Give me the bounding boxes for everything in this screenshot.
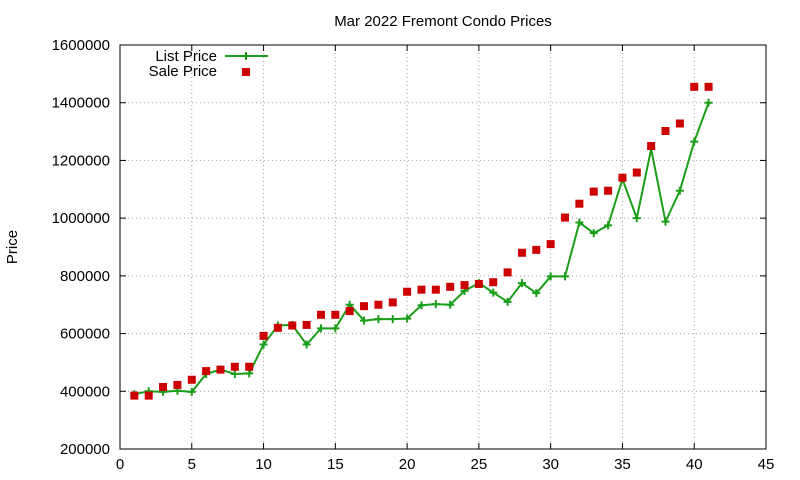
- legend-marker-list-price: [242, 52, 250, 60]
- data-point-sale-price: [216, 365, 225, 374]
- x-tick-label: 10: [255, 456, 272, 473]
- data-point-sale-price: [460, 281, 469, 290]
- data-point-sale-price: [130, 391, 139, 400]
- data-point-sale-price: [259, 331, 268, 340]
- data-point-sale-price: [273, 323, 282, 332]
- data-point-sale-price: [403, 287, 412, 296]
- y-tick-label: 400000: [60, 383, 110, 400]
- legend-label-sale-price: Sale Price: [149, 63, 217, 80]
- chart-title: Mar 2022 Fremont Condo Prices: [334, 13, 552, 30]
- data-point-list-price: [316, 324, 325, 333]
- data-point-sale-price: [159, 382, 168, 391]
- data-point-list-price: [690, 137, 699, 146]
- data-point-sale-price: [144, 391, 153, 400]
- y-tick-label: 1000000: [52, 210, 110, 227]
- data-point-sale-price: [230, 362, 239, 371]
- data-point-list-price: [589, 229, 598, 238]
- data-point-list-price: [259, 340, 268, 349]
- data-point-sale-price: [302, 320, 311, 329]
- data-point-list-price: [532, 289, 541, 298]
- data-point-list-price: [431, 300, 440, 309]
- data-point-sale-price: [561, 213, 570, 222]
- legend-label-list-price: List Price: [155, 48, 217, 65]
- x-tick-label: 5: [188, 456, 196, 473]
- data-point-sale-price: [503, 268, 512, 277]
- data-point-list-price: [446, 300, 455, 309]
- data-point-sale-price: [589, 187, 598, 196]
- x-tick-label: 30: [542, 456, 559, 473]
- data-point-list-price: [331, 324, 340, 333]
- data-point-sale-price: [632, 168, 641, 177]
- y-tick-label: 1400000: [52, 95, 110, 112]
- data-point-sale-price: [647, 142, 656, 150]
- tick-layer: 0 5 10 15 20 25 30 35 40 45 200000 400000 600000 8000…: [52, 37, 775, 473]
- data-point-list-price: [230, 369, 239, 378]
- x-tick-label: 45: [758, 456, 775, 473]
- y-tick-label: 800000: [60, 268, 110, 285]
- data-point-list-price: [187, 387, 196, 396]
- data-point-sale-price: [360, 302, 369, 311]
- data-point-sale-price: [431, 285, 440, 294]
- data-point-list-price: [503, 297, 512, 306]
- data-point-sale-price: [661, 126, 670, 135]
- data-point-list-price: [388, 315, 397, 324]
- data-point-sale-price: [446, 282, 455, 291]
- data-point-list-price: [546, 272, 555, 281]
- data-point-list-price: [417, 301, 426, 310]
- y-axis-label: Price: [4, 230, 21, 264]
- legend-marker-sale-price: [242, 68, 250, 76]
- y-tick-label: 200000: [60, 441, 110, 458]
- data-point-sale-price: [388, 298, 397, 307]
- plot-frame: [119, 44, 767, 450]
- data-point-sale-price: [345, 307, 354, 316]
- data-point-sale-price: [690, 82, 699, 91]
- data-point-list-price: [403, 314, 412, 323]
- data-point-list-price: [675, 186, 684, 195]
- x-tick-label: 20: [399, 456, 416, 473]
- data-point-sale-price: [675, 119, 684, 128]
- x-tick-label: 40: [686, 456, 703, 473]
- data-point-sale-price: [245, 362, 254, 371]
- series-layer: [130, 82, 713, 400]
- x-tick-label: 35: [614, 456, 631, 473]
- data-point-list-price: [604, 221, 613, 230]
- data-point-sale-price: [489, 278, 498, 287]
- x-tick-label: 0: [116, 456, 124, 473]
- data-point-sale-price: [575, 199, 584, 208]
- x-tick-label: 25: [471, 456, 488, 473]
- data-point-sale-price: [316, 310, 325, 319]
- data-point-sale-price: [546, 240, 555, 249]
- data-point-list-price: [517, 279, 526, 288]
- data-point-sale-price: [474, 279, 483, 288]
- data-point-list-price: [360, 316, 369, 325]
- data-point-list-price: [489, 288, 498, 297]
- data-point-sale-price: [417, 285, 426, 294]
- data-point-sale-price: [374, 300, 383, 309]
- data-point-sale-price: [704, 82, 713, 91]
- data-point-sale-price: [618, 173, 627, 182]
- data-point-sale-price: [288, 321, 297, 330]
- data-point-sale-price: [532, 245, 541, 254]
- x-tick-label: 15: [327, 456, 344, 473]
- data-point-sale-price: [202, 367, 211, 376]
- data-point-list-price: [661, 217, 670, 226]
- data-point-list-price: [561, 272, 570, 281]
- data-point-sale-price: [331, 310, 340, 319]
- data-point-sale-price: [517, 248, 526, 257]
- data-point-list-price: [374, 315, 383, 324]
- data-point-list-price: [575, 218, 584, 227]
- data-point-sale-price: [604, 186, 613, 195]
- data-point-list-price: [704, 98, 713, 107]
- data-point-list-price: [302, 340, 311, 349]
- y-tick-label: 1600000: [52, 37, 110, 54]
- data-point-sale-price: [173, 380, 182, 389]
- data-point-list-price: [632, 214, 641, 223]
- y-tick-label: 600000: [60, 326, 110, 343]
- data-point-sale-price: [187, 375, 196, 384]
- y-tick-label: 1200000: [52, 152, 110, 169]
- legend: List Price Sale Price: [149, 48, 268, 80]
